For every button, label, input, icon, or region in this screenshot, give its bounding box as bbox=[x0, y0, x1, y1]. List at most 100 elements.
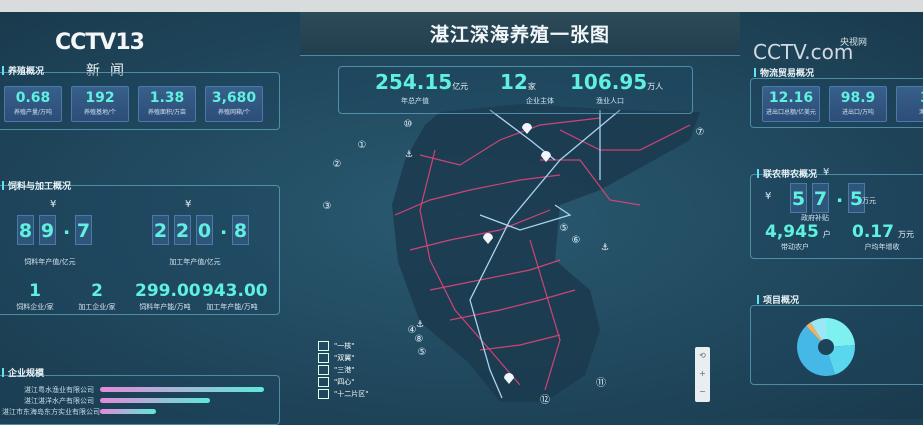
pie-slice bbox=[797, 325, 835, 376]
currency-symbol: ¥ bbox=[765, 191, 772, 202]
summary-label: 渔业人口 bbox=[596, 97, 624, 105]
stat-card: 12.16 进出口总额/亿美元 bbox=[762, 86, 820, 122]
stat-card: 1.38 养殖面积/万亩 bbox=[138, 86, 196, 122]
pie-slice bbox=[810, 318, 826, 341]
feed-stat-label: 饲料企业/家 bbox=[16, 303, 54, 311]
decimal-point: . bbox=[63, 217, 71, 239]
decimal-point: . bbox=[220, 217, 228, 239]
feed-stat-label: 加工年产能/万吨 bbox=[206, 303, 258, 311]
zone-marker[interactable]: ⑥ bbox=[572, 235, 581, 246]
zone-marker[interactable]: ① bbox=[358, 140, 367, 151]
road-line bbox=[429, 259, 561, 291]
legend-label: "四心" bbox=[334, 378, 355, 386]
zone-marker[interactable]: ⑦ bbox=[696, 127, 705, 138]
zone-number-icon bbox=[318, 389, 329, 399]
summary-number: 254.15 bbox=[375, 70, 453, 94]
subsidy-digit: 7 bbox=[812, 183, 829, 213]
port-anchor-icon bbox=[318, 365, 329, 375]
legend-item: "一核" bbox=[318, 341, 354, 351]
processing-value-digit: 8 bbox=[232, 215, 249, 245]
stat-value: 0.68 bbox=[15, 90, 51, 106]
title-bar: 湛江深海养殖一张图 bbox=[300, 12, 740, 56]
stat-label: 渔港 bbox=[918, 109, 923, 116]
road-line bbox=[394, 174, 561, 216]
road-line bbox=[449, 289, 576, 321]
map-zoom-controls: ⟲ + − bbox=[695, 347, 710, 402]
households-unit: 户 bbox=[822, 230, 831, 239]
income-label: 户均年增收 bbox=[864, 243, 900, 251]
zone-marker[interactable]: ⑤ bbox=[418, 347, 427, 358]
stat-value: 192 bbox=[85, 90, 115, 106]
port-anchor-icon: ⚓ bbox=[416, 320, 424, 330]
stat-card: 0.68 养殖产量/万吨 bbox=[4, 86, 62, 122]
road-line bbox=[409, 209, 551, 251]
company-name: 湛江市东海岛东方实业有限公司 bbox=[2, 408, 100, 416]
reset-rotation-button[interactable]: ⟲ bbox=[699, 351, 706, 360]
port-anchor-icon: ⚓ bbox=[405, 150, 413, 160]
scale-panel bbox=[0, 375, 280, 425]
zone-marker[interactable]: ⑫ bbox=[540, 394, 550, 406]
road-line bbox=[419, 117, 601, 166]
stat-card: 192 养殖基地/个 bbox=[71, 86, 129, 122]
legend-label: "一核" bbox=[334, 342, 355, 350]
feed-stat-label: 饲料年产能/万吨 bbox=[139, 303, 191, 311]
pie-slice bbox=[806, 322, 822, 342]
center-pin-icon bbox=[522, 123, 532, 134]
pie-slice bbox=[826, 318, 855, 347]
zoom-out-button[interactable]: − bbox=[699, 387, 706, 396]
feed-value-digit: 7 bbox=[75, 215, 92, 245]
zone-marker[interactable]: ② bbox=[333, 159, 342, 170]
summary-number: 106.95 bbox=[570, 70, 648, 94]
legend-item: "三港" bbox=[318, 365, 354, 375]
road-line bbox=[419, 149, 521, 386]
projects-pie-chart bbox=[797, 318, 855, 376]
legend-label: "十二片区" bbox=[334, 390, 369, 398]
feed-title: 饲料与加工概况 bbox=[2, 179, 71, 192]
road-line bbox=[529, 239, 561, 391]
summary-unit: 亿元 bbox=[452, 82, 469, 91]
center-pin-icon bbox=[483, 233, 493, 244]
zone-marker[interactable]: ⑧ bbox=[415, 334, 424, 345]
income-value: 0.17 万元 bbox=[852, 222, 914, 242]
center-pin-icon bbox=[504, 373, 514, 384]
households-number: 4,945 bbox=[765, 222, 819, 242]
company-name: 湛江粤水渔业有限公司 bbox=[24, 386, 94, 394]
site-name: 央视网 bbox=[840, 38, 868, 48]
zone-marker[interactable]: ⑩ bbox=[404, 119, 413, 130]
processing-value-digit: 2 bbox=[174, 215, 191, 245]
feed-stat-label: 加工企业/家 bbox=[78, 303, 116, 311]
legend-item: "双翼" bbox=[318, 353, 354, 363]
stat-label: 进出口/万吨 bbox=[841, 109, 875, 116]
stat-label: 养殖产量/万吨 bbox=[13, 109, 53, 116]
screen-edge bbox=[0, 0, 923, 12]
summary-value: 254.15亿元 bbox=[375, 70, 468, 94]
subsidy-digit: 5 bbox=[790, 183, 807, 213]
households-label: 带动农户 bbox=[781, 243, 809, 251]
households-value: 4,945 户 bbox=[765, 222, 831, 242]
stat-card: 98.9 进出口/万吨 bbox=[829, 86, 887, 122]
legend-item: "十二片区" bbox=[318, 389, 368, 399]
summary-unit: 万人 bbox=[647, 82, 664, 91]
zone-marker[interactable]: ③ bbox=[323, 201, 332, 212]
subsidy-label: 政府补贴 bbox=[801, 214, 829, 222]
summary-unit: 家 bbox=[527, 82, 536, 91]
summary-value: 12家 bbox=[500, 70, 536, 94]
zone-marker[interactable]: ④ bbox=[408, 325, 417, 336]
feed-value-digit: 8 bbox=[17, 215, 34, 245]
railway-line bbox=[479, 204, 572, 231]
decimal-point: . bbox=[836, 185, 844, 207]
channel-name: 新闻 bbox=[86, 63, 134, 79]
zoom-in-button[interactable]: + bbox=[699, 369, 706, 378]
stat-card: 3,680 养殖网箱/个 bbox=[205, 86, 263, 122]
zone-marker[interactable]: ⑤ bbox=[560, 223, 569, 234]
road-line bbox=[559, 124, 691, 151]
zone-marker[interactable]: ⑪ bbox=[596, 377, 606, 389]
stat-value: 98.9 bbox=[840, 90, 876, 106]
trade-title: 物流贸易概况 bbox=[754, 66, 814, 79]
subsidy-digit: 5 bbox=[848, 183, 865, 213]
stat-value: 3 bbox=[897, 90, 923, 106]
farmers-title: 联农带农概况 bbox=[757, 167, 817, 180]
company-bar bbox=[100, 409, 156, 414]
cctv13-logo: CCTV13 bbox=[55, 30, 145, 55]
